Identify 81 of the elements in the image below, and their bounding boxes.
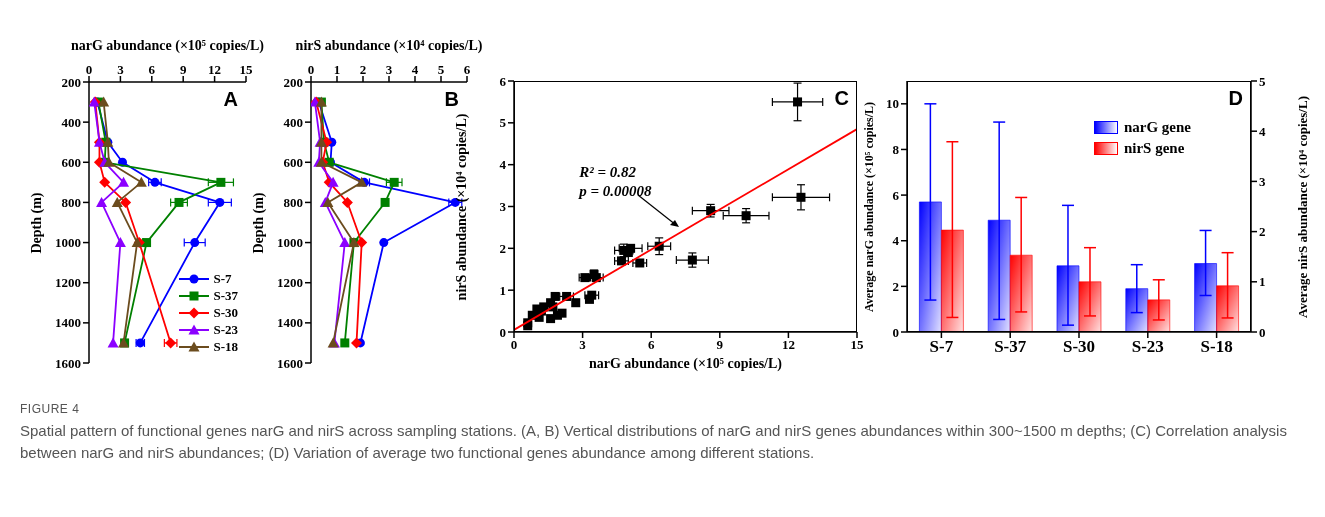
y2-tick-label: 4 [1259,123,1266,139]
annotation: B [444,88,459,110]
y-tick-label: 800 [283,195,303,211]
x-tick-label: 12 [208,62,222,77]
legend-label: S-23 [213,321,238,337]
y-tick-label: 2 [499,240,506,256]
x-tick-label: 15 [239,62,253,77]
legend-label: S-30 [213,304,238,320]
legend-label: S-37 [213,287,238,303]
x-tick-label: S-23 [1131,337,1164,357]
text: Spatial pattern of functional genes narG and nirS across sampling stations. (A, B) Vertical distributions of narG and nirS genes abundances within 300~1500 m depths; (C) Correlation analysis between narG and nirS abundances; (D) Variation of average two functional genes abundance among different stations. [20,422,1287,461]
y-axis-title: Average narG abundance (×10⁵ copies/L) [861,101,876,312]
legend-label: S-7 [213,270,232,286]
x-tick-label: 3 [117,62,125,77]
x-axis-title: narG abundance (×10⁵ copies/L) [70,38,265,53]
annotation: D [1228,87,1243,109]
y-tick-label: 1600 [277,355,303,371]
y-tick-label: 1200 [55,275,81,291]
x-axis-title: narG abundance (×10⁵ copies/L) [588,356,783,371]
y-axis-title: Depth (m) [29,191,44,254]
y-tick-label: 200 [283,74,303,90]
y-tick-label: 1200 [277,275,303,291]
legend-label: nirS gene [1123,140,1185,156]
y2-tick-label: 3 [1259,174,1266,190]
x-tick-label: 9 [716,337,724,353]
x-tick-label: 3 [579,337,587,353]
x-tick-label: 2 [359,62,367,77]
y-tick-label: 1600 [55,355,81,371]
x-tick-label: 15 [850,337,864,353]
y-tick-label: 0 [892,324,899,340]
y-axis-title: nirS abundance (×10⁴ copies/L) [454,113,469,300]
x-tick-label: S-7 [929,337,954,357]
text: FIGURE 4 [20,402,80,416]
y-tick-label: 1000 [277,235,303,251]
x-tick-label: 6 [463,62,471,77]
y-tick-label: 200 [61,74,81,90]
annotation: R² = 0.82 [579,163,636,180]
x-tick-label: 0 [510,337,518,353]
y-tick-label: 5 [499,115,507,131]
y2-tick-label: 1 [1259,274,1266,290]
x-tick-label: 9 [179,62,187,77]
annotation: C [834,87,849,109]
y-tick-label: 400 [61,114,81,130]
y-tick-label: 600 [61,154,81,170]
y-tick-label: 3 [499,199,507,215]
x-tick-label: S-18 [1200,337,1233,357]
x-tick-label: S-37 [994,337,1027,357]
y-tick-label: 4 [892,233,900,249]
x-tick-label: 0 [307,62,315,77]
y-tick-label: 6 [499,73,507,89]
annotation: p = 0.00008 [579,182,652,199]
x-tick-label: S-30 [1062,337,1096,357]
y-tick-label: 8 [892,142,900,158]
y-tick-label: 0 [499,324,506,340]
x-tick-label: 3 [385,62,393,77]
y-tick-label: 6 [892,187,900,203]
y2-tick-label: 0 [1259,324,1266,340]
y-tick-label: 10 [886,96,899,112]
x-tick-label: 1 [333,62,341,77]
y-tick-label: 1400 [277,315,303,331]
y-tick-label: 4 [499,157,507,173]
y-tick-label: 1 [499,282,506,298]
x-tick-label: 12 [781,337,795,353]
y-tick-label: 1400 [55,315,81,331]
y2-tick-label: 2 [1259,224,1266,240]
y-tick-label: 800 [61,195,81,211]
y-tick-label: 1000 [55,235,81,251]
y-tick-label: 400 [283,114,303,130]
y-tick-label: 600 [283,154,303,170]
annotation: A [223,88,238,110]
x-tick-label: 5 [437,62,445,77]
y-tick-label: 2 [892,278,899,294]
y2-axis-title: Average nirS abundance (×10⁴ copies/L) [1295,95,1310,318]
legend-label: narG gene [1123,119,1191,135]
y2-tick-label: 5 [1259,73,1266,89]
x-tick-label: 4 [411,62,419,77]
x-tick-label: 6 [148,62,156,77]
y-axis-title: Depth (m) [251,191,266,254]
x-axis-title: nirS abundance (×10⁴ copies/L) [295,38,483,53]
x-tick-label: 0 [85,62,93,77]
x-tick-label: 6 [647,337,655,353]
